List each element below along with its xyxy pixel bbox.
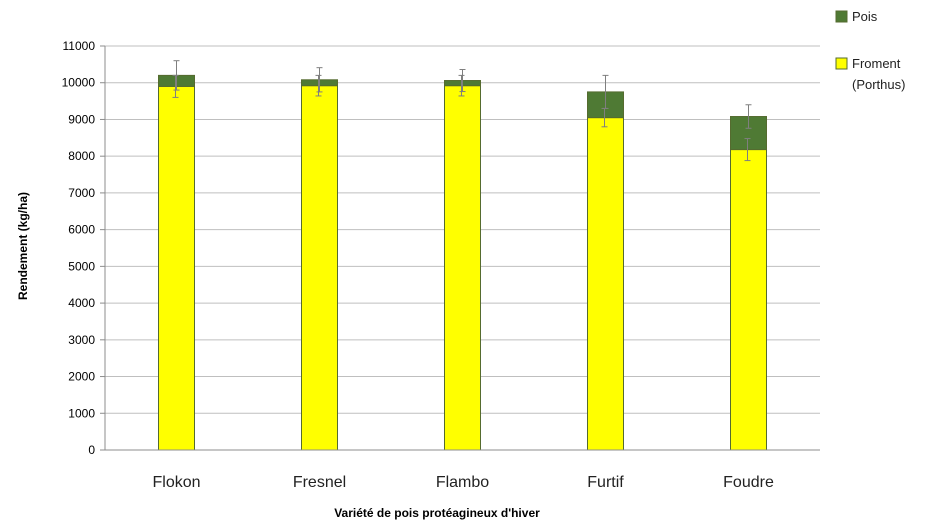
x-tick-label: Flokon xyxy=(152,474,200,491)
bar-froment xyxy=(587,117,624,451)
x-axis-title: Variété de pois protéagineux d'hiver xyxy=(334,506,540,520)
y-tick-label: 0 xyxy=(88,443,95,457)
x-tick-label: Foudre xyxy=(723,474,774,491)
bar-pois xyxy=(730,116,767,151)
y-axis-title: Rendement (kg/ha) xyxy=(16,192,30,300)
legend-label: Pois xyxy=(852,9,878,24)
bar-froment xyxy=(158,85,195,451)
bar-froment xyxy=(444,85,481,451)
y-tick-label: 9000 xyxy=(68,112,95,126)
y-tick-label: 1000 xyxy=(68,406,95,420)
y-tick-label: 8000 xyxy=(68,149,95,163)
bar-froment xyxy=(730,149,767,451)
y-tick-label: 2000 xyxy=(68,370,95,384)
x-tick-label: Flambo xyxy=(436,474,489,491)
legend-swatch xyxy=(835,57,848,70)
legend-label: (Porthus) xyxy=(852,77,905,92)
x-tick-label: Furtif xyxy=(587,474,624,491)
bar-froment xyxy=(301,85,338,451)
legend-label: Froment xyxy=(852,56,901,71)
y-tick-label: 4000 xyxy=(68,296,95,310)
legend-swatch xyxy=(835,10,848,23)
y-axis: 0 1000 2000 3000 4000 5000 6000 7000 8000 9000 100… xyxy=(62,39,106,457)
y-tick-label: 3000 xyxy=(68,333,95,347)
y-tick-label: 6000 xyxy=(68,223,95,237)
error-bars xyxy=(172,60,752,162)
bars xyxy=(158,74,767,451)
y-tick-label: 5000 xyxy=(68,259,95,273)
x-axis: Flokon Fresnel Flambo Furtif Foudre xyxy=(105,449,820,491)
y-tick-label: 10000 xyxy=(62,76,96,90)
legend: Pois Froment (Porthus) xyxy=(835,9,905,92)
y-tick-label: 7000 xyxy=(68,186,95,200)
y-tick-label: 11000 xyxy=(63,39,96,53)
x-tick-label: Fresnel xyxy=(293,474,346,491)
